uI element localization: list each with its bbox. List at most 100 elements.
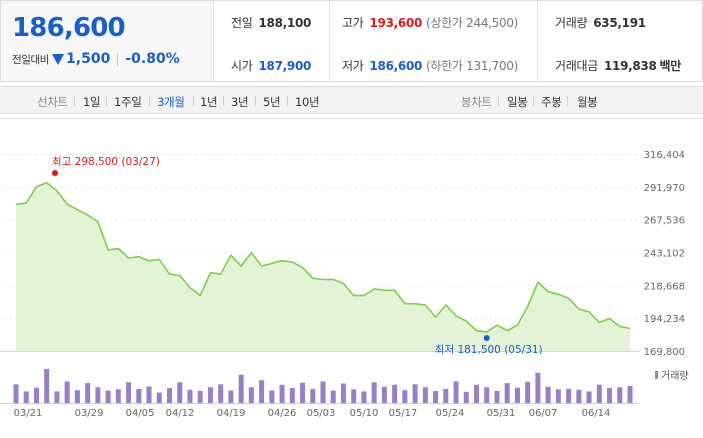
divider bbox=[287, 96, 288, 106]
volume-bar bbox=[371, 382, 377, 403]
volume-bar bbox=[463, 391, 469, 403]
volume-bar bbox=[167, 388, 172, 403]
stat-label: 전일 bbox=[231, 16, 253, 30]
divider bbox=[255, 96, 256, 106]
volume-bar bbox=[74, 390, 80, 403]
volume-bar bbox=[422, 387, 428, 403]
stat-lower-limit: (하한가 131,700) bbox=[426, 59, 519, 73]
volume-bar bbox=[484, 387, 490, 403]
price-panel: 186,600 전일대비 1,500 -0.80% bbox=[0, 0, 214, 82]
high-marker bbox=[52, 170, 58, 176]
volume-bar bbox=[535, 372, 541, 403]
price-line bbox=[15, 182, 631, 333]
price-change: 전일대비 1,500 -0.80% bbox=[12, 51, 180, 67]
volume-legend-swatch bbox=[655, 371, 658, 379]
volume-bar bbox=[607, 388, 613, 403]
volume-bar bbox=[545, 386, 551, 403]
candle-daily-button[interactable]: 일봉 bbox=[507, 95, 528, 109]
high-annotation: 최고 298,500 (03/27) bbox=[52, 156, 160, 168]
volume-bar bbox=[126, 382, 132, 403]
period-1d-button[interactable]: 1일 bbox=[83, 95, 101, 109]
period-3m-button[interactable]: 3개월 bbox=[157, 95, 185, 109]
volume-bar bbox=[85, 383, 91, 403]
divider bbox=[149, 96, 150, 106]
stat-value: 119,838 bbox=[603, 59, 657, 73]
volume-bar bbox=[197, 390, 203, 403]
candle-chart-label: 봉차트 bbox=[461, 95, 492, 109]
stat-label: 저가 bbox=[342, 59, 364, 73]
volume-bar bbox=[33, 387, 39, 403]
candle-monthly-button[interactable]: 월봉 bbox=[577, 95, 598, 109]
volume-bar bbox=[474, 384, 479, 403]
period-1y-button[interactable]: 1년 bbox=[200, 95, 218, 109]
y-tick-label: 243,102 bbox=[644, 249, 685, 260]
period-10y-button[interactable]: 10년 bbox=[295, 95, 320, 109]
x-tick-label: 04/05 bbox=[126, 408, 155, 419]
stat-label: 고가 bbox=[342, 16, 364, 30]
x-tick-label: 06/07 bbox=[529, 408, 558, 419]
volume-bar bbox=[187, 389, 193, 403]
stat-value: 635,191 bbox=[593, 16, 646, 30]
volume-bar bbox=[269, 390, 275, 403]
period-1w-button[interactable]: 1주일 bbox=[114, 95, 142, 109]
divider bbox=[537, 1, 538, 81]
divider bbox=[106, 96, 107, 106]
x-tick-label: 04/12 bbox=[166, 408, 195, 419]
change-label: 전일대비 bbox=[12, 53, 50, 66]
stat-label: 거래량 bbox=[555, 16, 588, 30]
stat-value: 193,600 bbox=[369, 16, 423, 30]
volume-bar bbox=[95, 387, 101, 403]
period-3y-button[interactable]: 3년 bbox=[231, 95, 249, 109]
y-tick-label: 194,234 bbox=[644, 314, 685, 325]
y-tick-label: 218,668 bbox=[644, 281, 685, 292]
volume-bar bbox=[13, 384, 19, 403]
stats-grid: 전일 188,100 고가 193,600 (상한가 244,500) 거래량 635,… bbox=[214, 0, 703, 82]
x-tick-label: 05/03 bbox=[307, 408, 336, 419]
volume-bar bbox=[514, 387, 520, 403]
volume-bar bbox=[238, 374, 244, 403]
volume-bar bbox=[54, 391, 60, 403]
stat-upper-limit: (상한가 244,500) bbox=[426, 16, 519, 30]
divider bbox=[567, 96, 568, 106]
volume-bar bbox=[576, 389, 582, 403]
volume-bar bbox=[146, 386, 152, 403]
divider bbox=[193, 96, 194, 106]
change-percent: -0.80% bbox=[125, 51, 180, 67]
x-tick-label: 05/10 bbox=[350, 408, 379, 419]
divider bbox=[329, 1, 330, 81]
x-tick-label: 05/24 bbox=[436, 408, 465, 419]
stat-open: 시가 187,900 bbox=[231, 57, 311, 74]
volume-bar bbox=[392, 384, 398, 403]
volume-bar bbox=[443, 388, 449, 403]
y-tick-label: 267,536 bbox=[644, 216, 685, 227]
volume-bar bbox=[136, 388, 142, 403]
divider bbox=[533, 96, 534, 106]
volume-bar bbox=[351, 389, 357, 403]
volume-bar bbox=[433, 390, 439, 403]
candle-weekly-button[interactable]: 주봉 bbox=[541, 95, 562, 109]
x-tick-label: 04/19 bbox=[217, 408, 246, 419]
volume-bar bbox=[412, 384, 418, 403]
divider bbox=[498, 96, 499, 106]
volume-bar bbox=[279, 384, 285, 403]
price-chart: 316,404 291,970 267,536 243,102 218,668 194,2… bbox=[0, 118, 703, 419]
volume-legend-label: 거래량 bbox=[661, 370, 689, 382]
change-amount: 1,500 bbox=[66, 51, 111, 67]
stat-turnover: 거래대금 119,838 백만 bbox=[555, 57, 681, 74]
current-price: 186,600 bbox=[12, 13, 126, 43]
x-tick-label: 03/29 bbox=[75, 408, 104, 419]
stat-low: 저가 186,600 (하한가 131,700) bbox=[342, 57, 518, 74]
volume-bar bbox=[177, 382, 183, 403]
stat-prev-close: 전일 188,100 bbox=[231, 14, 311, 31]
low-marker bbox=[483, 335, 490, 341]
x-tick-label: 04/26 bbox=[268, 408, 297, 419]
down-arrow-icon bbox=[52, 53, 65, 65]
low-annotation: 최저 181,500 (05/31) bbox=[435, 344, 543, 356]
x-tick-label: 03/21 bbox=[14, 408, 43, 419]
volume-bar bbox=[23, 391, 29, 403]
volume-bar bbox=[504, 383, 510, 403]
period-5y-button[interactable]: 5년 bbox=[263, 95, 281, 109]
volume-bar bbox=[218, 384, 224, 403]
volume-bar bbox=[64, 381, 70, 403]
divider bbox=[74, 96, 75, 106]
